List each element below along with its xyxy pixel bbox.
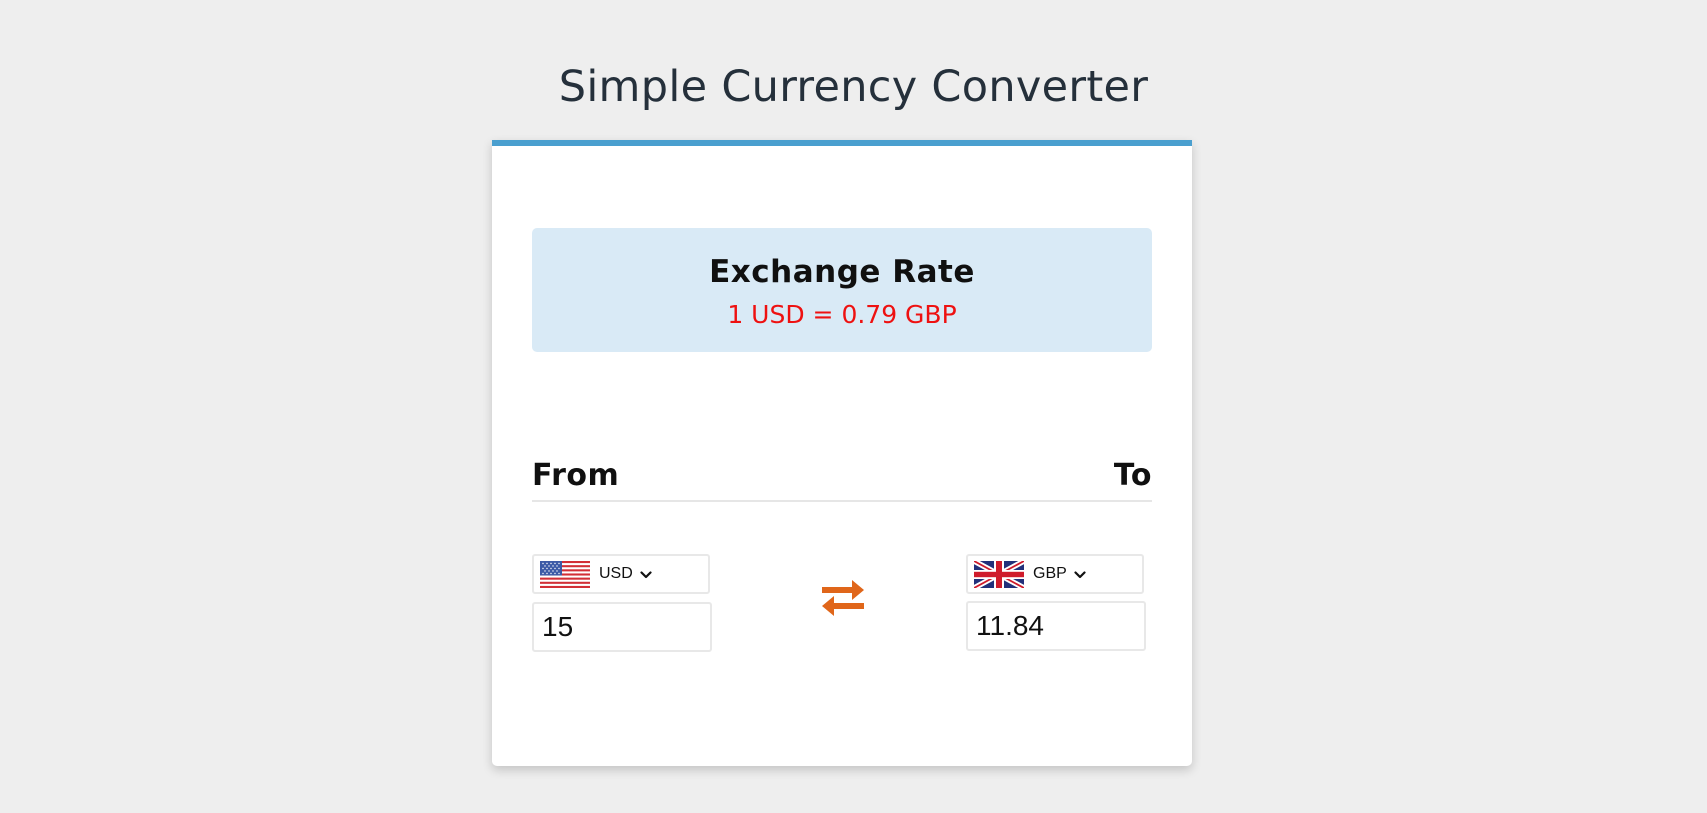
from-currency-select[interactable]: USD — [532, 554, 710, 594]
from-label: From — [532, 458, 620, 493]
to-currency-select[interactable]: GBP — [966, 554, 1144, 594]
us-flag-icon — [540, 561, 590, 588]
to-amount-input[interactable] — [966, 601, 1146, 651]
to-currency-code: GBP — [1033, 565, 1067, 582]
chevron-down-icon — [1074, 571, 1086, 579]
swap-arrows-icon[interactable] — [820, 578, 866, 618]
uk-flag-icon — [974, 561, 1024, 588]
from-currency-code: USD — [599, 565, 633, 582]
from-to-labels: From To — [532, 458, 1152, 502]
to-label: To — [1113, 458, 1152, 493]
page-title: Simple Currency Converter — [558, 62, 1149, 112]
exchange-rate-title: Exchange Rate — [709, 254, 975, 290]
exchange-rate-panel: Exchange Rate 1 USD = 0.79 GBP — [532, 228, 1152, 352]
from-amount-input[interactable] — [532, 602, 712, 652]
chevron-down-icon — [640, 571, 652, 579]
converter-card: Exchange Rate 1 USD = 0.79 GBP From To — [492, 140, 1192, 766]
exchange-rate-value: 1 USD = 0.79 GBP — [727, 300, 957, 329]
